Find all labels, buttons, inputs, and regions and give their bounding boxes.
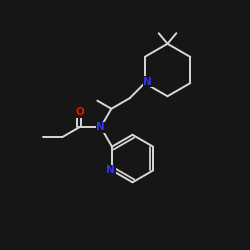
Text: N: N bbox=[96, 122, 105, 132]
Text: N: N bbox=[106, 166, 115, 175]
Text: O: O bbox=[75, 107, 84, 117]
Text: N: N bbox=[144, 77, 152, 87]
